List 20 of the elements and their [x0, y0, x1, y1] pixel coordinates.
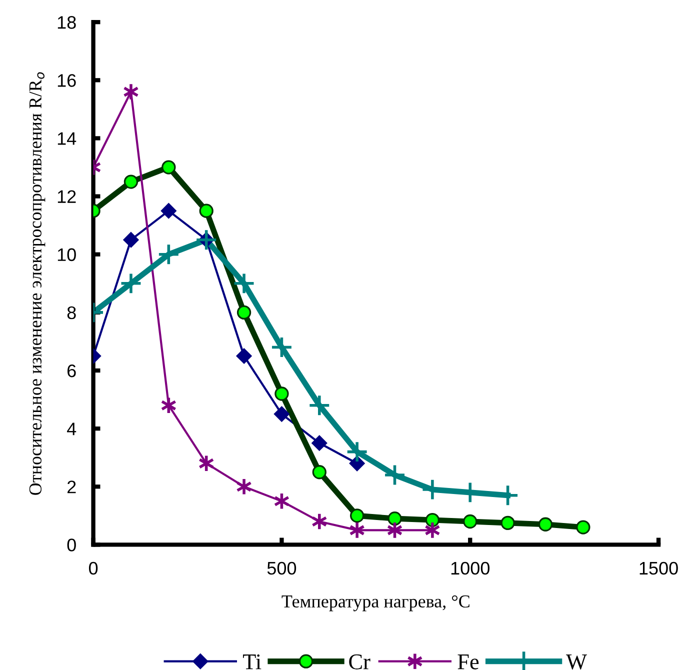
y-tick-label: 16 — [58, 74, 76, 87]
y-axis-title: Относительное изменение электросопротивления R/R$_{o}$ — [29, 72, 46, 495]
y-tick-label: 12 — [58, 190, 76, 203]
x-tick-label: 1500 — [640, 562, 678, 575]
y-tick-label: 8 — [67, 306, 76, 320]
legend-label: Cr — [349, 654, 370, 670]
y-tick-label: 2 — [68, 480, 76, 494]
legend-label: Fe — [458, 654, 479, 670]
y-tick-label: 10 — [58, 248, 76, 262]
x-axis-title: Температура нагрева, °C — [282, 595, 470, 612]
legend-label: Ti — [243, 654, 262, 670]
y-tick-label: 18 — [58, 16, 76, 29]
y-tick-label: 0 — [67, 538, 76, 552]
y-tick-label: 6 — [68, 364, 76, 378]
x-tick-label: 1000 — [451, 562, 490, 575]
x-tick-label: 500 — [267, 562, 296, 575]
y-tick-label: 14 — [58, 132, 76, 145]
y-tick-label: 4 — [67, 422, 76, 436]
x-tick-label: 0 — [88, 562, 98, 575]
legend-label: W — [566, 654, 587, 670]
